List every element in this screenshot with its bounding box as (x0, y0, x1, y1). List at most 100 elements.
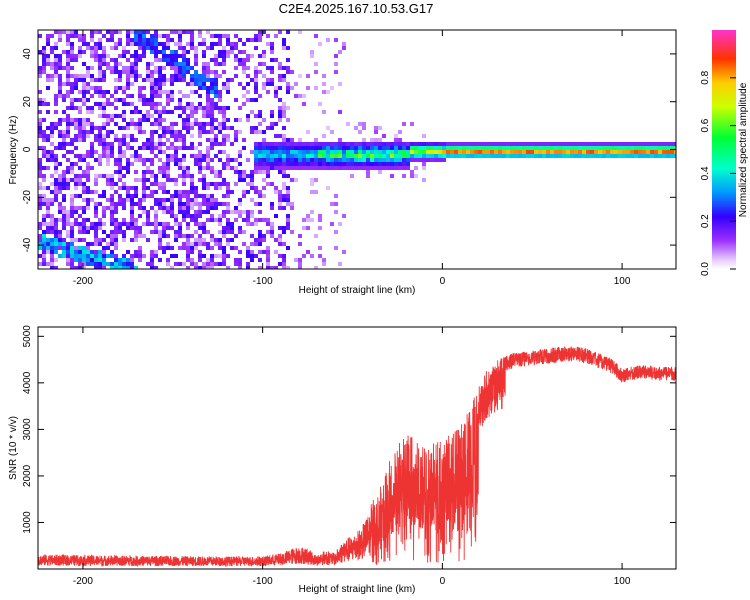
heatmap-cell (170, 194, 174, 198)
heatmap-cell (130, 210, 134, 214)
heatmap-cell (218, 262, 222, 266)
spectrogram-x-axis-label: Height of straight line (km) (299, 285, 416, 296)
heatmap-cell (154, 78, 158, 82)
heatmap-cell (178, 78, 182, 82)
heatmap-cell (254, 242, 258, 246)
heatmap-cell (150, 134, 154, 138)
heatmap-cell (154, 182, 158, 186)
heatmap-cell (146, 114, 150, 118)
heatmap-cell (162, 46, 166, 50)
heatmap-cell (206, 114, 210, 118)
spectrogram-y-tick-label: 40 (22, 48, 33, 60)
heatmap-cell (274, 154, 278, 158)
heatmap-cell (198, 134, 202, 138)
heatmap-cell (326, 90, 330, 94)
heatmap-cell (314, 150, 318, 154)
heatmap-cell (214, 78, 218, 82)
heatmap-cell (302, 226, 306, 230)
heatmap-cell (266, 146, 270, 150)
heatmap-cell (318, 254, 322, 258)
heatmap-cell (110, 66, 114, 70)
heatmap-cell (106, 62, 110, 66)
heatmap-cell (154, 118, 158, 122)
heatmap-cell (82, 34, 86, 38)
heatmap-cell (302, 218, 306, 222)
heatmap-cell (190, 198, 194, 202)
heatmap-cell (370, 158, 374, 162)
heatmap-cell (174, 62, 178, 66)
heatmap-cell (186, 250, 190, 254)
heatmap-cell (134, 170, 138, 174)
heatmap-cell (674, 154, 676, 158)
heatmap-cell (226, 154, 230, 158)
heatmap-cell (134, 234, 138, 238)
heatmap-cell (378, 150, 382, 154)
heatmap-cell (246, 118, 250, 122)
heatmap-cell (202, 198, 206, 202)
heatmap-cell (234, 46, 238, 50)
heatmap-cell (38, 50, 42, 54)
heatmap-cell (278, 242, 282, 246)
heatmap-cell (78, 50, 82, 54)
heatmap-cell (250, 54, 254, 58)
heatmap-cell (150, 194, 154, 198)
heatmap-cell (638, 150, 642, 154)
heatmap-cell (170, 214, 174, 218)
heatmap-cell (306, 146, 310, 150)
heatmap-cell (270, 206, 274, 210)
heatmap-cell (310, 178, 314, 182)
heatmap-cell (462, 150, 466, 154)
heatmap-cell (142, 190, 146, 194)
heatmap-cell (422, 134, 426, 138)
heatmap-cell (86, 98, 90, 102)
heatmap-cell (326, 38, 330, 42)
heatmap-cell (174, 134, 178, 138)
heatmap-cell (206, 122, 210, 126)
heatmap-cell (102, 126, 106, 130)
heatmap-cell (66, 178, 70, 182)
heatmap-cell (246, 98, 250, 102)
heatmap-cell (134, 222, 138, 226)
heatmap-cell (246, 250, 250, 254)
heatmap-cell (310, 218, 314, 222)
heatmap-cell (226, 106, 230, 110)
heatmap-cell (54, 238, 58, 242)
heatmap-cell (50, 198, 54, 202)
heatmap-cell (422, 158, 426, 162)
heatmap-cell (586, 142, 590, 146)
heatmap-cell (298, 138, 302, 142)
heatmap-cell (166, 90, 170, 94)
heatmap-cell (158, 222, 162, 226)
heatmap-cell (54, 102, 58, 106)
heatmap-cell (86, 162, 90, 166)
heatmap-cell (210, 158, 214, 162)
heatmap-cell (318, 246, 322, 250)
heatmap-cell (98, 134, 102, 138)
heatmap-cell (110, 70, 114, 74)
heatmap-cell (178, 134, 182, 138)
heatmap-cell (298, 234, 302, 238)
heatmap-cell (210, 246, 214, 250)
heatmap-cell (274, 186, 278, 190)
heatmap-cell (206, 30, 210, 34)
heatmap-cell (178, 210, 182, 214)
heatmap-cell (158, 122, 162, 126)
heatmap-cell (366, 174, 370, 178)
heatmap-cell (158, 166, 162, 170)
heatmap-cell (182, 206, 186, 210)
heatmap-cell (318, 154, 322, 158)
heatmap-cell (286, 190, 290, 194)
heatmap-cell (74, 74, 78, 78)
heatmap-cell (270, 226, 274, 230)
heatmap-cell (218, 174, 222, 178)
heatmap-cell (118, 30, 122, 34)
heatmap-cell (206, 166, 210, 170)
heatmap-cell (222, 126, 226, 130)
heatmap-cell (198, 254, 202, 258)
heatmap-cell (670, 154, 674, 158)
heatmap-cell (170, 82, 174, 86)
heatmap-cell (82, 250, 86, 254)
heatmap-cell (182, 178, 186, 182)
heatmap-cell (174, 218, 178, 222)
heatmap-cell (174, 234, 178, 238)
